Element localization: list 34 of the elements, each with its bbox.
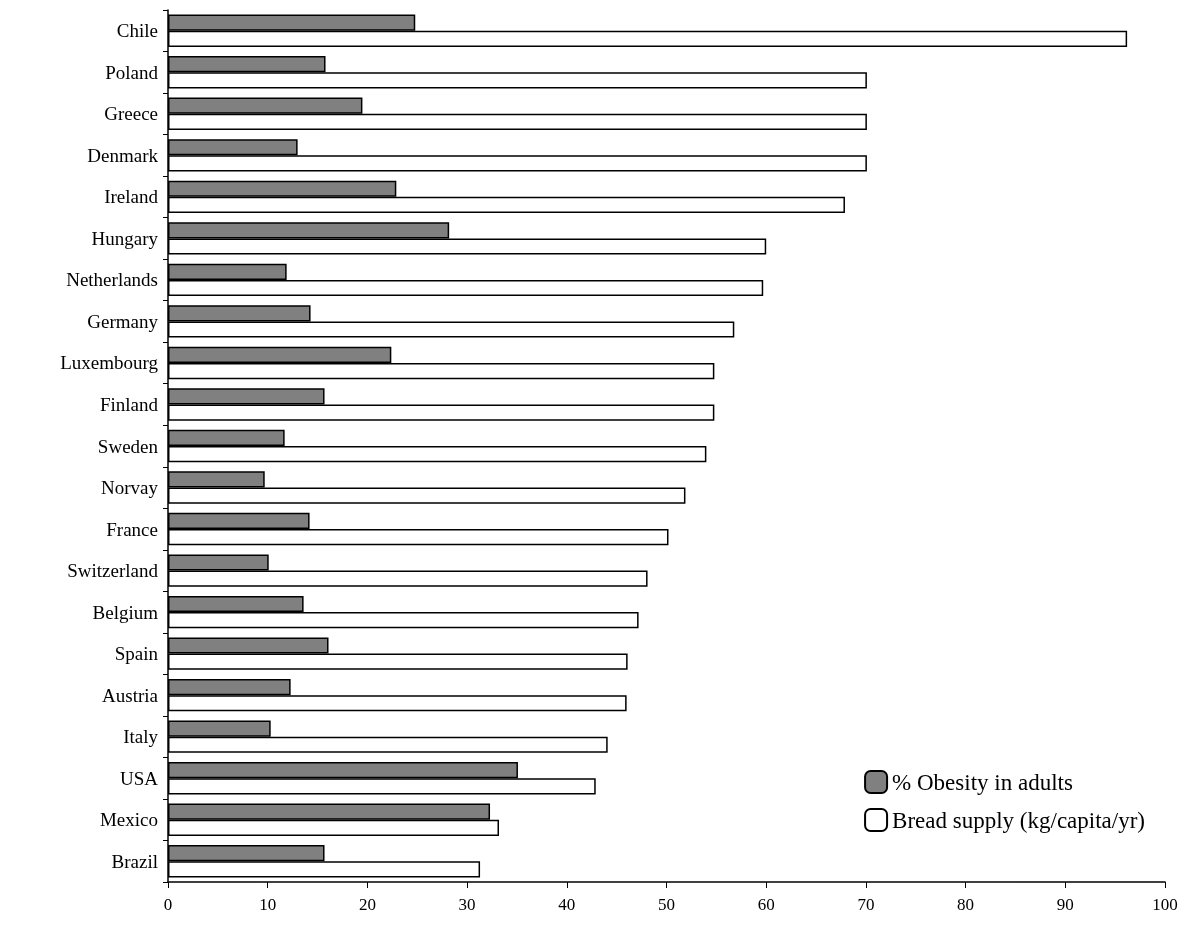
y-tick-label: Brazil <box>111 850 158 872</box>
y-tick-label: Luxembourg <box>60 352 159 374</box>
x-tick-label: 80 <box>957 895 975 914</box>
y-tick-label: Hungary <box>91 227 159 249</box>
x-tick-label: 50 <box>658 895 675 914</box>
y-tick-label: Norvay <box>101 477 159 499</box>
x-tick-label: 90 <box>1056 895 1074 914</box>
x-tick-label: 0 <box>163 895 173 914</box>
y-tick-label: Greece <box>104 103 158 125</box>
x-tick-label: 10 <box>259 895 277 914</box>
y-tick-label: Finland <box>99 393 159 415</box>
y-tick-label: USA <box>119 767 159 789</box>
y-tick-label: Ireland <box>104 186 159 208</box>
y-tick-label: France <box>106 518 158 540</box>
y-tick-label: Netherlands <box>66 269 158 291</box>
legend-label: % Obesity in adults <box>892 769 1073 795</box>
y-tick-label: Poland <box>105 61 159 83</box>
y-tick-label: Austria <box>102 684 159 706</box>
y-tick-label: Denmark <box>87 144 159 166</box>
y-tick-label: Switzerland <box>67 560 159 582</box>
y-tick-label: Spain <box>114 643 159 665</box>
y-tick-label: Mexico <box>99 809 158 831</box>
x-tick-label: 40 <box>558 895 576 914</box>
x-tick-label: 20 <box>358 895 376 914</box>
x-tick-label: 60 <box>757 895 775 914</box>
y-tick-label: Chile <box>116 20 158 42</box>
x-tick-label: 30 <box>458 895 476 914</box>
legend-label: Bread supply (kg/capita/yr) <box>892 807 1145 833</box>
x-tick-label: 100 <box>1152 895 1178 914</box>
y-tick-label: Germany <box>87 310 159 332</box>
y-tick-label: Belgium <box>92 601 159 623</box>
y-tick-label: Italy <box>123 726 159 748</box>
y-tick-label: Sweden <box>97 435 159 457</box>
x-tick-label: 70 <box>857 895 875 914</box>
